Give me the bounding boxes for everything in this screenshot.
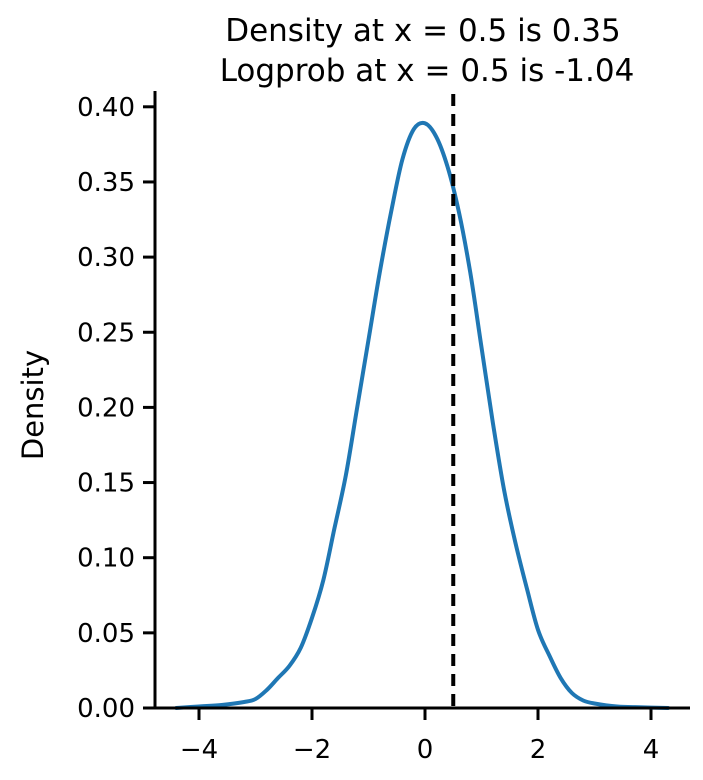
x-tick-label: 0 — [417, 735, 434, 765]
y-tick-label: 0.25 — [77, 318, 135, 348]
x-tick-label: −4 — [180, 735, 218, 765]
y-ticks: 0.00 0.05 0.10 0.15 0.20 0.25 0.30 0.35 0.40 — [77, 93, 155, 724]
y-tick-label: 0.05 — [77, 619, 135, 649]
y-tick-label: 0.30 — [77, 243, 135, 273]
x-ticks: −4 −2 0 2 4 — [180, 708, 659, 765]
y-tick-label: 0.35 — [77, 168, 135, 198]
x-tick-label: 2 — [530, 735, 547, 765]
y-tick-label: 0.15 — [77, 469, 135, 499]
y-tick-label: 0.20 — [77, 393, 135, 423]
y-tick-label: 0.10 — [77, 544, 135, 574]
y-tick-label: 0.40 — [77, 93, 135, 123]
x-tick-label: −2 — [293, 735, 331, 765]
kde-curve — [174, 120, 670, 710]
y-axis-label: Density — [16, 350, 50, 460]
x-tick-label: 4 — [643, 735, 660, 765]
y-tick-label: 0.00 — [77, 694, 135, 724]
chart-title-line-1: Density at x = 0.5 is 0.35 — [225, 13, 621, 49]
chart-title-line-2: Logprob at x = 0.5 is -1.04 — [220, 53, 635, 89]
